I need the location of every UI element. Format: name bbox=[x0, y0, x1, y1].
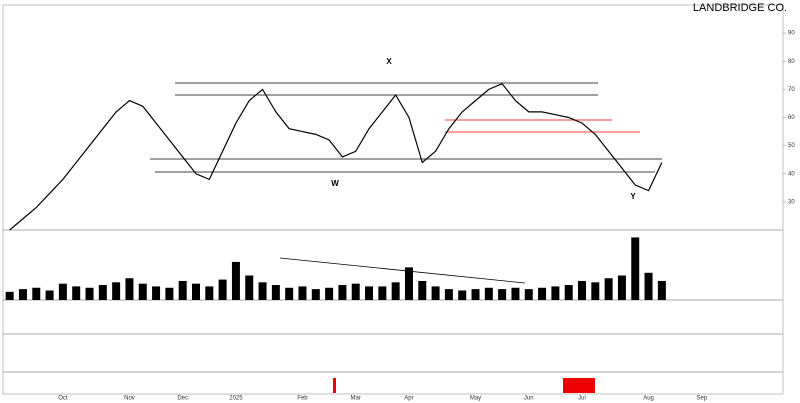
volume-bar bbox=[538, 287, 547, 300]
x-tick-label: 2025 bbox=[229, 396, 243, 402]
volume-bar bbox=[165, 287, 174, 300]
volume-bar bbox=[524, 289, 533, 300]
x-tick-label: Aug bbox=[643, 396, 654, 402]
x-tick-label: Oct bbox=[58, 396, 68, 402]
volume-bar bbox=[285, 287, 294, 300]
volume-bar bbox=[218, 279, 227, 300]
y-tick-label: 30 bbox=[788, 199, 795, 205]
wave-label: X bbox=[386, 57, 392, 66]
y-tick-label: 40 bbox=[788, 171, 795, 177]
volume-bar bbox=[112, 282, 121, 300]
y-tick-label: 70 bbox=[788, 87, 795, 93]
volume-bar bbox=[471, 289, 480, 300]
chart-title: LANDBRIDGE CO. bbox=[693, 2, 787, 14]
y-tick-label: 50 bbox=[788, 143, 795, 149]
volume-bar bbox=[85, 287, 94, 300]
volume-bar bbox=[458, 290, 467, 300]
x-tick-label: Nov bbox=[124, 396, 135, 402]
volume-bar bbox=[45, 290, 54, 300]
volume-bar bbox=[578, 280, 586, 300]
trendline bbox=[279, 257, 526, 284]
volume-bar bbox=[617, 275, 626, 300]
volume-bar bbox=[391, 282, 400, 300]
signal-bar bbox=[563, 378, 595, 393]
x-tick-label: Dec bbox=[177, 396, 188, 402]
volume-bar bbox=[192, 283, 200, 300]
price-line bbox=[9, 83, 663, 231]
volume-bar bbox=[98, 285, 107, 300]
volume-bar bbox=[338, 285, 347, 300]
volume-bar bbox=[418, 280, 427, 300]
volume-bar bbox=[657, 280, 666, 300]
volume-bar bbox=[125, 278, 134, 300]
volume-bar bbox=[404, 267, 413, 300]
volume-bar bbox=[564, 285, 573, 300]
x-tick-label: Jul bbox=[578, 396, 586, 402]
signal-bars bbox=[333, 378, 595, 393]
trendlines bbox=[150, 82, 662, 284]
volume-bar bbox=[511, 287, 520, 300]
volume-bar bbox=[311, 289, 320, 300]
wave-label: Y bbox=[630, 192, 636, 201]
volume-bar bbox=[591, 282, 600, 300]
y-tick-label: 80 bbox=[788, 59, 795, 65]
signal-bar bbox=[333, 378, 336, 393]
x-tick-label: Sep bbox=[696, 396, 707, 402]
y-tick-label: 90 bbox=[788, 31, 795, 37]
volume-bar bbox=[205, 286, 214, 300]
volume-bar bbox=[325, 287, 334, 300]
x-tick-label: May bbox=[470, 396, 481, 402]
x-tick-label: Feb bbox=[297, 396, 308, 402]
volume-bar bbox=[365, 286, 374, 300]
volume-bar bbox=[178, 280, 187, 300]
volume-bar bbox=[58, 283, 67, 300]
volume-bar bbox=[72, 286, 81, 300]
volume-bar bbox=[231, 261, 240, 300]
volume-bar bbox=[258, 282, 267, 300]
x-tick-label: Mar bbox=[351, 396, 361, 402]
volume-bar bbox=[138, 283, 147, 300]
volume-bar bbox=[444, 289, 453, 300]
volume-bar bbox=[32, 287, 41, 300]
volume-bar bbox=[152, 286, 161, 300]
volume-bar bbox=[245, 275, 254, 300]
volume-bar bbox=[271, 285, 280, 300]
volume-bar bbox=[18, 289, 27, 300]
volume-bar bbox=[498, 289, 507, 300]
volume-bar bbox=[604, 278, 613, 300]
volume-bar bbox=[431, 286, 440, 300]
volume-bar bbox=[644, 272, 653, 300]
y-tick-label: 60 bbox=[788, 115, 795, 121]
signal-panel bbox=[2, 371, 784, 395]
x-tick-label: Jun bbox=[524, 396, 534, 402]
volume-bar bbox=[298, 286, 307, 300]
volume-bar bbox=[5, 291, 14, 300]
x-tick-label: Apr bbox=[404, 396, 413, 402]
wave-label: W bbox=[331, 179, 339, 188]
volume-bar bbox=[551, 286, 560, 300]
volume-bar bbox=[378, 286, 387, 300]
volume-bar bbox=[351, 283, 360, 300]
volume-bar bbox=[631, 237, 640, 300]
volume-bar bbox=[484, 287, 493, 300]
